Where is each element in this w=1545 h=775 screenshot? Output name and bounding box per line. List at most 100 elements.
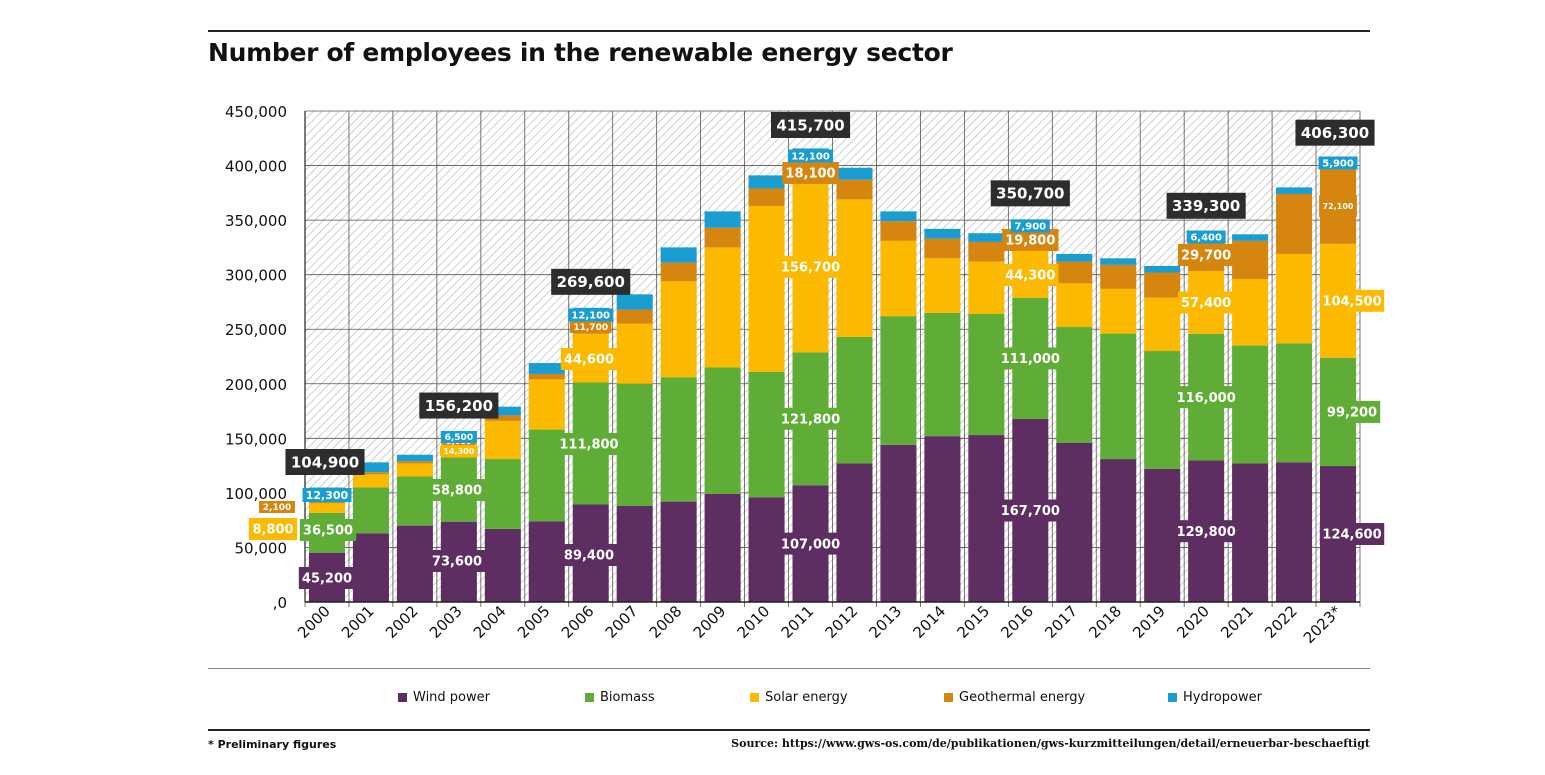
data-label-wind: 129,800 xyxy=(1177,525,1236,540)
data-label-wind-box xyxy=(1319,523,1385,546)
data-label-hydro-box xyxy=(568,308,614,322)
data-label-solar: 57,400 xyxy=(1181,296,1231,311)
legend-item-solar: Solar energy xyxy=(750,690,848,705)
data-label-geothermal-box xyxy=(1002,229,1059,251)
legend-label: Hydropower xyxy=(1183,690,1262,705)
bars xyxy=(308,148,1357,602)
bar-hydro xyxy=(968,233,1005,242)
data-label-biomass: 99,200 xyxy=(1327,406,1377,421)
data-label-geothermal-box xyxy=(1319,195,1357,217)
bar-solar xyxy=(308,503,346,513)
bar-biomass xyxy=(968,313,1005,436)
bar-solar xyxy=(528,379,565,430)
x-tick-label: 2001 xyxy=(338,602,378,642)
total-label: 104,900 xyxy=(291,453,359,471)
bar-solar xyxy=(616,323,653,384)
data-label-solar-box xyxy=(560,348,618,370)
data-label-hydro: 7,900 xyxy=(1014,222,1046,233)
bar-solar xyxy=(1232,279,1269,346)
data-label-biomass: 121,800 xyxy=(781,412,840,427)
y-tick-label: 150,000 xyxy=(225,430,287,448)
bar-solar xyxy=(968,261,1005,314)
bar-wind xyxy=(352,533,389,602)
legend-swatch-wind xyxy=(398,693,407,702)
data-label-solar: 156,700 xyxy=(781,261,840,276)
y-tick-label: 250,000 xyxy=(225,321,287,339)
data-label-hydro-box xyxy=(787,149,834,163)
bar-solar xyxy=(1056,283,1093,328)
bar-geothermal xyxy=(880,221,917,241)
bar-wind xyxy=(528,521,565,602)
bar-wind xyxy=(616,505,653,602)
bar-geothermal xyxy=(352,472,389,475)
x-tick-label: 2020 xyxy=(1173,602,1213,642)
data-label-geothermal: 18,100 xyxy=(785,167,835,182)
data-label-solar: 14,300 xyxy=(443,447,474,456)
x-tick-label: 2008 xyxy=(646,602,686,642)
x-tick-label: 2009 xyxy=(690,602,730,642)
total-label: 350,700 xyxy=(996,185,1064,203)
x-tick-label: 2017 xyxy=(1041,602,1081,642)
data-label-wind-box xyxy=(560,544,618,566)
x-tick-label: 2018 xyxy=(1085,602,1125,642)
data-label-biomass-box xyxy=(556,433,622,455)
data-label-biomass-box xyxy=(1173,386,1239,409)
bar-solar xyxy=(396,463,433,477)
bar-biomass xyxy=(1056,327,1093,443)
bar-hydro xyxy=(1276,187,1313,194)
legend-swatch-solar xyxy=(750,693,759,702)
data-label-hydro-box xyxy=(1010,219,1050,233)
data-label-hydro: 12,100 xyxy=(791,152,830,163)
bar-geothermal xyxy=(1056,261,1093,284)
data-label-solar: 44,300 xyxy=(1005,269,1055,284)
bar-solar xyxy=(748,205,785,372)
bar-solar xyxy=(352,474,389,488)
data-label-biomass: 111,800 xyxy=(559,438,618,453)
legend-swatch-hydro xyxy=(1168,693,1177,702)
data-label-wind-box xyxy=(1173,520,1239,543)
y-tick-label: 350,000 xyxy=(225,212,287,230)
x-tick-label: 2012 xyxy=(822,602,862,642)
x-tick-label: 2014 xyxy=(909,602,949,642)
data-label-geothermal-box xyxy=(1177,244,1235,266)
data-label-biomass-box xyxy=(299,519,357,541)
x-tick-label: 2011 xyxy=(778,602,818,642)
total-label-box xyxy=(551,268,631,295)
data-label-solar-box xyxy=(778,255,843,278)
x-tick-label: 2013 xyxy=(866,602,906,642)
data-label-hydro-box xyxy=(1318,156,1358,170)
bar-geothermal xyxy=(484,415,521,421)
bar-geothermal xyxy=(1100,264,1137,289)
bar-hydro xyxy=(1100,258,1137,265)
bar-geothermal xyxy=(616,309,653,324)
bar-solar xyxy=(1144,297,1181,352)
bar-biomass xyxy=(1100,333,1137,460)
x-tick-label: 2010 xyxy=(734,602,774,642)
x-tick-label: 2002 xyxy=(382,602,422,642)
bar-biomass xyxy=(1144,351,1181,469)
bar-hydro xyxy=(396,454,433,462)
data-label-hydro: 6,400 xyxy=(1190,233,1222,244)
data-label-geothermal-box xyxy=(782,162,839,184)
bar-geothermal xyxy=(836,179,873,200)
source-note: Source: https://www.gws-os.com/de/publik… xyxy=(731,737,1370,750)
total-label: 415,700 xyxy=(776,116,844,134)
legend-item-hydro: Hydropower xyxy=(1168,690,1262,705)
bar-biomass xyxy=(660,377,697,502)
total-label: 269,600 xyxy=(557,273,625,291)
x-tick-label: 2006 xyxy=(558,602,598,642)
data-label-biomass-box xyxy=(778,407,843,430)
data-label-solar-box xyxy=(1177,291,1235,314)
total-label-box xyxy=(1295,119,1375,146)
bar-geothermal xyxy=(396,461,433,464)
bar-hydro xyxy=(924,228,961,239)
bar-wind xyxy=(484,528,521,602)
legend-label: Geothermal energy xyxy=(959,690,1086,705)
data-label-solar-box xyxy=(248,518,298,540)
chart-title: Number of employees in the renewable ene… xyxy=(208,38,953,67)
legend-label: Wind power xyxy=(413,690,490,705)
bar-biomass xyxy=(616,383,653,506)
bar-geothermal xyxy=(1144,272,1181,298)
data-label-wind: 73,600 xyxy=(432,555,482,570)
bar-biomass xyxy=(484,459,521,529)
